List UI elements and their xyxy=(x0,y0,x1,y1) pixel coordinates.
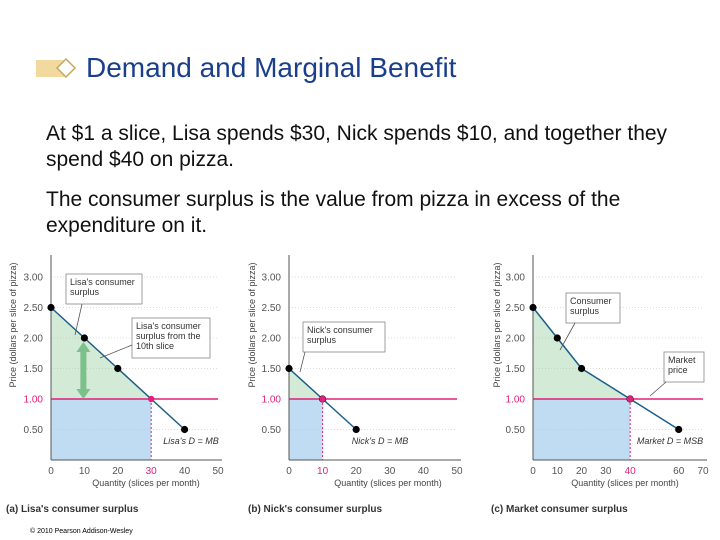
demand-point-1-3 xyxy=(181,425,189,434)
annotation-box-1-1 xyxy=(131,317,211,359)
y-tick-label-3-3: 2.00 xyxy=(506,334,526,345)
x-tick-label-1-4: 40 xyxy=(179,466,191,477)
annotation-pointer-2-0 xyxy=(299,351,306,373)
y-tick-label-2-1: 1.00 xyxy=(262,395,282,406)
y-tick-label-3-2: 1.50 xyxy=(506,364,526,375)
demand-label-1: Lisa's D = MB xyxy=(163,436,219,446)
chart-caption-1: (a) Lisa's consumer surplus xyxy=(6,504,139,515)
x-tick-label-3-1: 10 xyxy=(552,466,564,477)
demand-label-3: Market D = MSB xyxy=(637,436,703,446)
x-axis-label-3: Quantity (slices per month) xyxy=(571,478,679,488)
annotation-text-1-0: Lisa's consumer surplus xyxy=(70,277,135,297)
demand-point-2-2 xyxy=(352,425,360,434)
y-tick-label-2-3: 2.00 xyxy=(262,334,282,345)
annotation-text-1-1: Lisa's consumer surplus from the 10th slic… xyxy=(136,321,201,351)
x-tick-label-1-3: 30 xyxy=(146,466,158,477)
annotation-box-1-0 xyxy=(65,273,143,305)
annotation-pointer-1-0 xyxy=(74,303,83,336)
x-tick-label-1-5: 50 xyxy=(212,466,224,477)
surplus-arrow-head-bottom xyxy=(76,389,91,399)
demand-point-1-1 xyxy=(80,334,88,342)
x-tick-label-3-0: 0 xyxy=(530,466,536,477)
x-tick-label-1-1: 10 xyxy=(79,466,91,477)
y-tick-label-2-2: 1.50 xyxy=(262,364,282,375)
expenditure-area-1 xyxy=(51,399,152,460)
equilibrium-point-2 xyxy=(319,395,326,403)
x-tick-label-1-0: 0 xyxy=(48,466,54,477)
equilibrium-point-1 xyxy=(148,395,155,403)
x-tick-label-1-2: 20 xyxy=(112,466,124,477)
paragraph-consumer-surplus: The consumer surplus is the value from p… xyxy=(46,188,621,237)
annotation-pointer-1-1 xyxy=(99,344,133,359)
y-axis-label-3: Price (dollars per slice of pizza) xyxy=(492,262,502,387)
x-tick-label-3-4: 40 xyxy=(625,466,637,477)
x-tick-label-3-6: 70 xyxy=(697,466,709,477)
demand-point-3-0 xyxy=(529,303,537,312)
annotation-box-3-0 xyxy=(565,292,621,324)
x-tick-label-3-5: 60 xyxy=(673,466,685,477)
demand-point-3-1 xyxy=(553,334,561,342)
paragraph-spending: At $1 a slice, Lisa spends $30, Nick spe… xyxy=(46,122,668,171)
y-tick-label-2-5: 3.00 xyxy=(262,273,282,284)
annotation-text-3-0: Consumer surplus xyxy=(570,296,612,316)
chart-caption-2: (b) Nick's consumer surplus xyxy=(248,504,383,515)
demand-point-1-0 xyxy=(47,303,55,312)
x-axis-label-1: Quantity (slices per month) xyxy=(92,478,200,488)
equilibrium-point-3 xyxy=(626,395,634,403)
x-axis-label-2: Quantity (slices per month) xyxy=(334,478,442,488)
y-tick-label-1-5: 3.00 xyxy=(24,273,44,284)
title-bullet-icon xyxy=(36,57,76,79)
x-tick-label-2-0: 0 xyxy=(286,466,292,477)
x-tick-label-2-1: 10 xyxy=(317,466,329,477)
consumer-surplus-area-3 xyxy=(533,307,631,399)
y-tick-label-2-4: 2.50 xyxy=(262,303,282,314)
annotation-pointer-3-1 xyxy=(649,381,667,397)
surplus-arrow-head-top xyxy=(76,342,91,352)
x-tick-label-3-3: 30 xyxy=(600,466,612,477)
y-tick-label-3-4: 2.50 xyxy=(506,303,526,314)
demand-point-2-0 xyxy=(285,364,293,373)
x-tick-label-2-4: 40 xyxy=(418,466,430,477)
x-tick-label-2-3: 30 xyxy=(384,466,396,477)
y-axis-label-2: Price (dollars per slice of pizza) xyxy=(247,262,257,387)
demand-point-3-2 xyxy=(577,364,586,373)
demand-label-2: Nick's D = MB xyxy=(352,436,408,446)
copyright-notice: © 2010 Pearson Addison-Wesley xyxy=(30,528,133,535)
y-tick-label-1-2: 1.50 xyxy=(24,364,44,375)
expenditure-area-2 xyxy=(289,399,323,460)
y-tick-label-1-4: 2.50 xyxy=(24,303,44,314)
slide-title: Demand and Marginal Benefit xyxy=(86,52,457,83)
annotation-pointer-3-0 xyxy=(559,322,576,351)
y-tick-label-1-0: 0.50 xyxy=(24,425,44,436)
annotation-text-3-1: Market price xyxy=(668,355,696,375)
x-tick-label-2-2: 20 xyxy=(351,466,363,477)
y-tick-label-3-0: 0.50 xyxy=(506,425,526,436)
y-tick-label-1-1: 1.00 xyxy=(24,395,44,406)
y-tick-label-1-3: 2.00 xyxy=(24,334,44,345)
y-tick-label-3-1: 1.00 xyxy=(506,395,526,406)
y-tick-label-3-5: 3.00 xyxy=(506,273,526,284)
annotation-text-2-0: Nick's consumer surplus xyxy=(307,325,373,345)
demand-point-1-2 xyxy=(114,364,122,373)
x-tick-label-3-2: 20 xyxy=(576,466,588,477)
y-tick-label-2-0: 0.50 xyxy=(262,425,282,436)
chart-caption-3: (c) Market consumer surplus xyxy=(491,504,628,515)
demand-point-3-4 xyxy=(675,425,683,434)
annotation-box-2-0 xyxy=(302,321,386,353)
x-tick-label-2-5: 50 xyxy=(451,466,463,477)
annotation-box-3-1 xyxy=(663,351,705,383)
y-axis-label-1: Price (dollars per slice of pizza) xyxy=(8,262,18,387)
